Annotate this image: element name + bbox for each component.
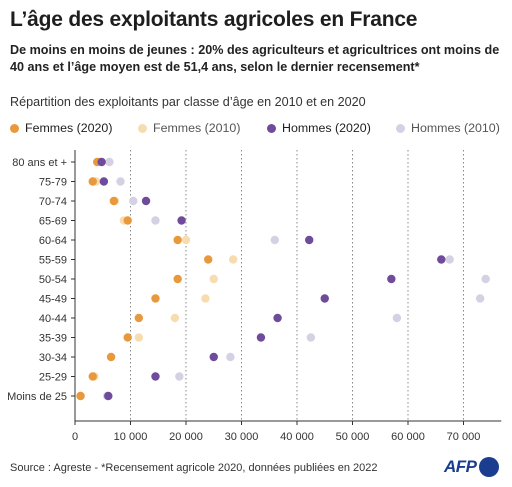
y-tick-label-7: 45-49 <box>39 294 67 306</box>
point-femmes-2020-12 <box>76 391 85 401</box>
legend-label-hommes-2020: Hommes (2020) <box>282 121 371 135</box>
point-femmes-2020-11 <box>88 372 97 381</box>
point-femmes-2020-2 <box>109 196 119 206</box>
x-tick-label-20000: 20 000 <box>169 431 203 443</box>
point-hommes-2020-4 <box>305 235 314 245</box>
legend-label-femmes-2020: Femmes (2020) <box>25 121 113 135</box>
point-hommes-2020-6 <box>387 274 396 284</box>
y-tick-label-5: 55-59 <box>39 255 67 267</box>
point-hommes-2010-6 <box>481 274 490 284</box>
legend-label-femmes-2010: Femmes (2010) <box>153 121 241 135</box>
chart-title: L’âge des exploitants agricoles en Franc… <box>10 8 418 31</box>
legend-dot-hommes-2020 <box>267 123 276 133</box>
point-femmes-2010-6 <box>209 274 218 284</box>
point-hommes-2020-3 <box>177 216 186 225</box>
legend-dot-femmes-2020 <box>10 123 19 133</box>
point-hommes-2010-4 <box>270 235 279 245</box>
legend-dot-hommes-2010 <box>396 123 405 133</box>
legend-item-hommes-2010: Hommes (2010) <box>396 121 500 135</box>
y-tick-label-1: 75-79 <box>39 177 67 189</box>
legend-item-femmes-2020: Femmes (2020) <box>10 121 112 135</box>
point-femmes-2020-6 <box>173 274 182 284</box>
point-hommes-2010-2 <box>129 196 138 206</box>
x-tick-label-10000: 10 000 <box>114 431 148 443</box>
dot-plot-chart: 0 10 000 20 000 30 000 40 000 50 000 60 000 70 … <box>7 150 502 443</box>
point-femmes-2020-3 <box>123 216 132 225</box>
y-tick-label-2: 70-74 <box>39 196 67 208</box>
legend-dot-femmes-2010 <box>138 123 147 133</box>
point-femmes-2020-9 <box>123 333 132 342</box>
y-tick-label-6: 50-54 <box>39 274 67 286</box>
point-femmes-2020-8 <box>134 313 144 323</box>
afp-logo-text: AFP <box>444 457 477 476</box>
point-femmes-2010-9 <box>134 333 144 342</box>
y-tick-label-9: 35-39 <box>39 333 67 345</box>
afp-logo: AFP <box>444 457 499 477</box>
x-tick-label-70000: 70 000 <box>447 431 481 443</box>
y-tick-label-10: 30-34 <box>39 352 67 364</box>
source-footer: Source : Agreste - *Recensement agricole… <box>10 462 378 474</box>
point-femmes-2010-8 <box>170 313 180 323</box>
point-hommes-2010-11 <box>175 372 184 381</box>
point-hommes-2010-9 <box>306 333 316 342</box>
point-hommes-2020-11 <box>151 372 160 381</box>
point-femmes-2020-1 <box>88 177 97 186</box>
point-hommes-2020-5 <box>437 255 446 264</box>
y-tick-label-0: 80 ans et + <box>12 157 67 169</box>
point-femmes-2010-7 <box>201 294 210 303</box>
y-tick-label-12: Moins de 25 <box>7 391 67 403</box>
point-hommes-2020-7 <box>320 294 329 303</box>
section-title: Répartition des exploitants par classe d… <box>10 95 366 109</box>
legend-item-hommes-2020: Hommes (2020) <box>267 121 371 135</box>
point-femmes-2020-7 <box>151 294 160 303</box>
point-hommes-2020-1 <box>99 177 109 186</box>
point-hommes-2010-0 <box>105 157 114 167</box>
x-tick-label-0: 0 <box>72 431 78 443</box>
y-tick-label-11: 25-29 <box>39 372 67 384</box>
point-hommes-2020-12 <box>104 391 113 401</box>
y-tick-label-3: 65-69 <box>39 216 67 228</box>
point-femmes-2020-10 <box>106 352 116 362</box>
x-tick-label-30000: 30 000 <box>225 431 259 443</box>
x-tick-label-40000: 40 000 <box>280 431 314 443</box>
y-tick-label-8: 40-44 <box>39 313 67 325</box>
point-hommes-2020-0 <box>97 157 106 167</box>
point-femmes-2010-4 <box>181 235 191 245</box>
point-hommes-2010-10 <box>226 352 235 362</box>
point-hommes-2010-5 <box>445 255 454 264</box>
x-tick-label-60000: 60 000 <box>391 431 425 443</box>
point-hommes-2020-10 <box>209 352 218 362</box>
point-femmes-2010-5 <box>228 255 238 264</box>
point-hommes-2010-3 <box>151 216 160 225</box>
point-hommes-2010-8 <box>392 313 402 323</box>
point-femmes-2020-4 <box>173 235 182 245</box>
legend-label-hommes-2010: Hommes (2010) <box>411 121 500 135</box>
point-hommes-2020-2 <box>141 196 151 206</box>
point-femmes-2020-5 <box>204 255 213 264</box>
chart-subtitle: De moins en moins de jeunes : 20% des ag… <box>10 43 500 74</box>
y-tick-label-4: 60-64 <box>39 235 67 247</box>
point-hommes-2020-8 <box>273 313 282 323</box>
afp-logo-ball-icon <box>478 457 499 477</box>
x-tick-label-50000: 50 000 <box>336 431 370 443</box>
point-hommes-2010-1 <box>116 177 125 186</box>
point-hommes-2020-9 <box>256 333 266 342</box>
legend-item-femmes-2010: Femmes (2010) <box>138 121 240 135</box>
point-hommes-2010-7 <box>475 294 485 303</box>
